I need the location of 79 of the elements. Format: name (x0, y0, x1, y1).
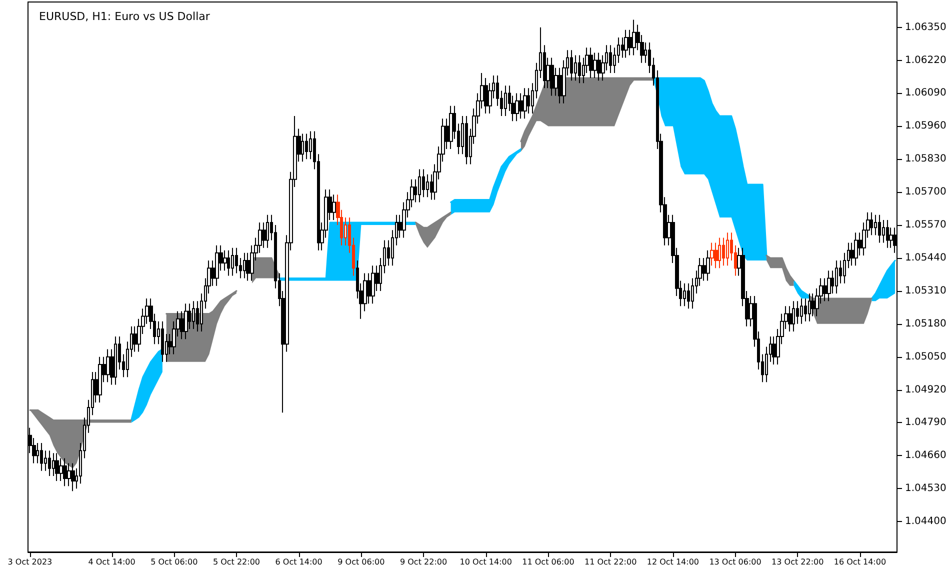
y-tick-label: 1.06350 (905, 22, 946, 33)
candlestick (827, 270, 831, 302)
x-tick-label: 10 Oct 14:00 (460, 558, 512, 566)
x-tick-label: 3 Oct 2023 (8, 558, 52, 566)
candlestick (192, 300, 195, 330)
candlestick (231, 247, 234, 276)
candlestick (223, 250, 227, 272)
y-tick-label: 1.05440 (905, 252, 946, 264)
candlestick (835, 260, 838, 294)
candlestick (578, 54, 581, 84)
candlestick (422, 168, 425, 198)
x-tick-label: 4 Oct 14:00 (88, 558, 136, 566)
candlestick (523, 88, 527, 120)
candlestick (800, 298, 803, 324)
candlestick (71, 462, 75, 492)
x-tick-label: 16 Oct 14:00 (834, 558, 886, 566)
candlestick (683, 282, 686, 307)
y-tick-label: 1.04400 (905, 516, 946, 528)
y-tick-label: 1.05050 (905, 351, 946, 362)
candlestick (371, 265, 375, 304)
candlestick (465, 116, 468, 165)
candlestick (609, 44, 612, 74)
candlestick (808, 292, 811, 322)
candlestick (726, 232, 729, 266)
candlestick (854, 232, 858, 266)
x-tick-label: 5 Oct 22:00 (212, 558, 260, 566)
x-tick-label: 9 Oct 06:00 (338, 558, 385, 566)
candlestick (63, 458, 67, 487)
candlestick (515, 92, 519, 122)
y-tick-label: 1.05700 (905, 186, 946, 198)
candlestick (792, 300, 795, 332)
candlestick (266, 214, 269, 248)
candlestick (48, 450, 51, 476)
text: EURUSD, H1: Euro vs US Dollar (39, 10, 210, 23)
x-tick-label: 6 Oct 14:00 (275, 558, 322, 566)
candlestick (570, 50, 573, 82)
candlestick (426, 174, 429, 198)
candlestick (55, 452, 59, 482)
candlestick (886, 219, 889, 248)
candlestick (632, 19, 636, 56)
y-tick-label: 1.05960 (905, 120, 946, 132)
y-tick-label: 1.04660 (905, 450, 946, 462)
x-tick-label: 13 Oct 06:00 (709, 558, 762, 566)
candlestick (589, 47, 593, 79)
y-tick-label: 1.05180 (905, 318, 946, 330)
candlestick (184, 303, 188, 340)
x-tick-label: 9 Oct 22:00 (400, 558, 448, 566)
x-tick-label: 11 Oct 22:00 (584, 558, 637, 566)
candlestick (98, 356, 102, 403)
y-tick-label: 1.05830 (905, 154, 946, 165)
candlestick (215, 244, 219, 286)
candlestick (718, 237, 721, 269)
y-tick-label: 1.04790 (905, 417, 946, 428)
x-tick-label: 11 Oct 06:00 (522, 558, 574, 566)
candlestick (597, 52, 601, 82)
y-tick-label: 1.04530 (905, 483, 946, 494)
candlestick (504, 85, 507, 117)
candlestick (161, 320, 164, 362)
candlestick (449, 105, 453, 150)
candlestick (106, 348, 110, 383)
candlestick (878, 214, 881, 244)
x-tick-label: 5 Oct 06:00 (150, 558, 198, 566)
candlestick (624, 29, 628, 58)
candlestick (550, 57, 554, 96)
y-tick-label: 1.05570 (905, 220, 946, 231)
candlestick (870, 212, 873, 236)
y-tick-label: 1.06090 (905, 88, 946, 99)
candlestick (687, 282, 690, 310)
y-tick-label: 1.04920 (905, 384, 946, 396)
y-tick-label: 1.06220 (905, 54, 946, 66)
candlestick (40, 442, 43, 472)
candlestick (114, 336, 117, 386)
candlestick (243, 252, 246, 279)
x-tick-label: 13 Oct 22:00 (772, 558, 824, 566)
candlestick (418, 168, 421, 203)
candlestick (305, 133, 308, 160)
y-tick-label: 1.05310 (905, 285, 946, 296)
candlestick (227, 250, 230, 276)
x-tick-label: 12 Oct 14:00 (646, 558, 700, 566)
